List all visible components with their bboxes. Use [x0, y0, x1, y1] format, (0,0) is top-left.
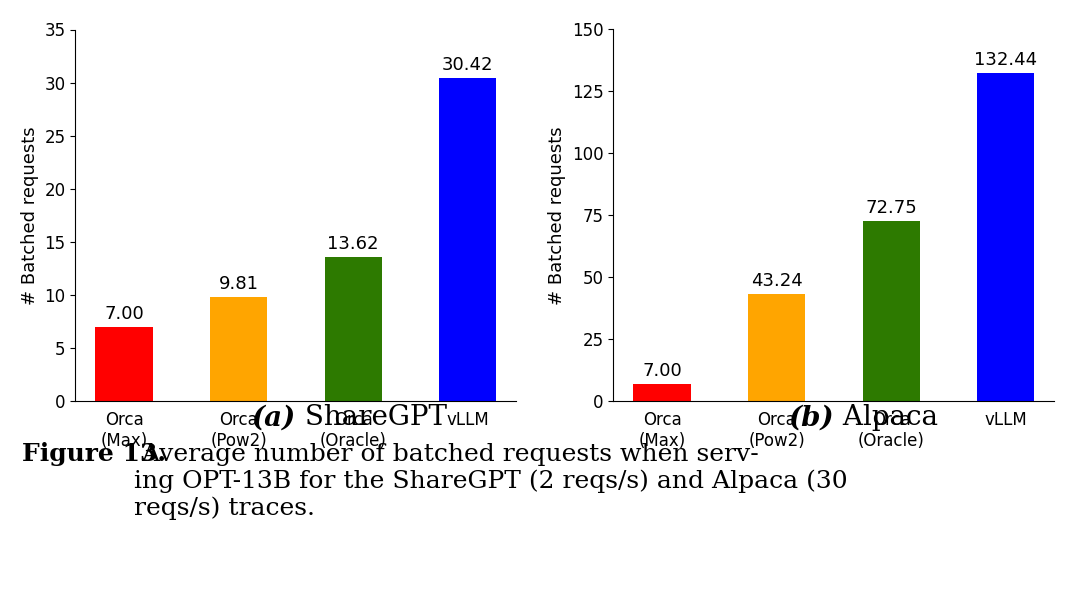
Bar: [439, 78, 496, 401]
Bar: [748, 294, 805, 401]
Y-axis label: # Batched requests: # Batched requests: [549, 126, 566, 304]
Text: Average number of batched requests when serv-
ing OPT-13B for the ShareGPT (2 re: Average number of batched requests when …: [134, 442, 848, 520]
Bar: [863, 221, 920, 401]
Text: Figure 13.: Figure 13.: [22, 442, 166, 467]
Text: Alpaca: Alpaca: [834, 404, 938, 431]
Y-axis label: # Batched requests: # Batched requests: [20, 126, 39, 304]
Bar: [96, 327, 153, 401]
Text: 13.62: 13.62: [327, 235, 379, 253]
Text: 72.75: 72.75: [865, 199, 917, 217]
Text: (b): (b): [789, 404, 834, 431]
Text: 132.44: 132.44: [974, 51, 1037, 69]
Bar: [977, 73, 1034, 401]
Text: 43.24: 43.24: [751, 273, 803, 290]
Text: 7.00: 7.00: [104, 305, 144, 323]
Text: 9.81: 9.81: [218, 276, 258, 293]
Bar: [634, 384, 691, 401]
Text: ShareGPT: ShareGPT: [296, 404, 447, 431]
Bar: [325, 257, 382, 401]
Text: 30.42: 30.42: [442, 57, 494, 74]
Bar: [210, 297, 267, 401]
Text: 7.00: 7.00: [642, 362, 682, 380]
Text: (a): (a): [252, 404, 296, 431]
